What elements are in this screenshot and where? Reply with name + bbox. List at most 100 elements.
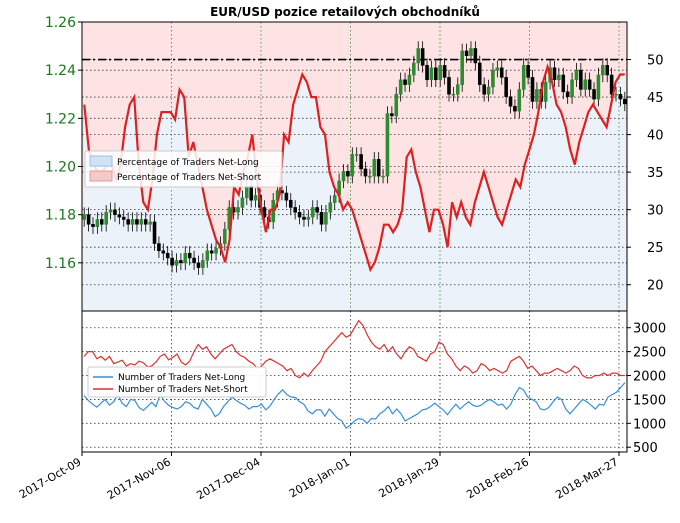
candle-body [284,192,289,201]
candle-body [583,79,588,90]
candle-body [557,74,561,81]
candle-body [223,228,227,244]
candle-body [135,219,139,225]
percent-tick-label: 20 [647,279,664,294]
candle-body [319,212,324,225]
legend-swatch-net-short [89,170,113,182]
candle-body [596,74,601,100]
candle-body [565,91,570,97]
traders-tick-label: 2500 [633,346,666,361]
candle-body [363,168,368,177]
percent-axis-ticks: 20 25 30 35 40 45 50 [627,54,664,294]
candle-body [187,252,192,259]
candle-body [517,89,522,112]
net-long-shading [82,67,627,311]
date-tick-label: 2017-Oct-09 [17,455,83,501]
candle-body [609,74,614,95]
traders-tick-label: 1500 [633,393,666,408]
candle-body [574,69,579,81]
candle-body [179,260,183,264]
candle-body [306,216,311,220]
candle-body [82,214,86,220]
candle-body [614,94,618,96]
candle-body [491,69,495,88]
candle-body [420,48,425,66]
candle-body [192,257,196,264]
candle-body [315,207,319,213]
candle-body [460,50,464,85]
date-tick-label: 2018-Jan-29 [377,455,442,500]
candle-body [438,65,442,81]
price-tick-label: 1.20 [45,160,76,176]
price-tick-label: 1.16 [45,256,76,272]
percent-tick-label: 40 [647,129,664,144]
date-tick-label: 2017-Dec-04 [194,455,262,502]
candle-body [425,65,429,81]
candle-body [354,154,359,156]
date-tick-label: 2018-Feb-26 [464,455,531,501]
candle-body [214,248,218,254]
traders-panel: 500 1000 1500 2000 2500 3000 Number of Trader… [81,310,666,456]
percent-tick-label: 50 [647,54,664,69]
candle-body [359,154,363,170]
candle-body [543,81,548,102]
candle-body [205,250,210,261]
candle-body [464,50,469,56]
candle-body [152,221,157,244]
candle-body [196,262,201,268]
candle-body [240,197,245,208]
candle-body [579,69,583,90]
percent-tick-label: 35 [647,166,664,181]
candle-body [601,65,605,76]
candle-body [473,48,478,64]
legend-label-net-long: Percentage of Traders Net-Long [117,158,259,168]
candle-body [451,94,456,96]
candle-body [86,214,91,225]
candle-body [121,216,126,220]
date-tick-label: 2018-Mar-27 [553,455,620,501]
candle-body [521,65,526,90]
candle-body [302,216,306,220]
net-long-area [82,67,627,311]
candle-body [513,106,517,112]
candle-body [174,260,179,266]
candle-body [592,89,596,100]
candle-body [346,171,350,177]
candle-body [530,77,535,102]
candle-body [170,257,174,266]
candle-body [442,65,447,78]
candle-body [499,67,504,78]
candle-body [104,212,108,225]
candle-body [126,219,130,225]
candle-body [416,48,421,64]
candle-body [117,214,122,218]
percent-tick-label: 45 [647,91,664,106]
price-tick-label: 1.22 [45,111,76,127]
candle-body [271,199,275,223]
candle-body [623,98,627,105]
candle-body [324,212,328,225]
candle-body [245,185,249,199]
candle-body [249,185,254,201]
candle-body [398,79,403,95]
traders-axis-ticks: 500 1000 1500 2000 2500 3000 [627,322,666,456]
price-candles [82,41,627,275]
top-legend: Percentage of Traders Net-Long Percentag… [84,150,283,188]
legend-label-long-count: Number of Traders Net-Long [118,373,245,383]
traders-panel-frame [81,310,628,453]
candle-body [434,67,438,81]
candle-body [139,219,144,225]
traders-tick-label: 1000 [633,417,666,432]
legend-label-short-count: Number of Traders Net-Short [118,385,248,395]
candle-body [310,207,315,218]
candle-body [504,77,508,97]
price-tick-label: 1.24 [45,63,76,79]
candle-body [407,74,412,85]
legend-label-net-short: Percentage of Traders Net-Short [117,173,262,183]
price-tick-label: 1.18 [45,208,76,224]
candle-body [376,159,381,177]
date-axis-ticks: 2017-Oct-09 2017-Nov-06 2017-Dec-04 2018-Ja… [17,452,621,502]
chart-title: EUR/USD pozice retailových obchodníků [210,5,480,19]
candle-body [486,86,491,95]
